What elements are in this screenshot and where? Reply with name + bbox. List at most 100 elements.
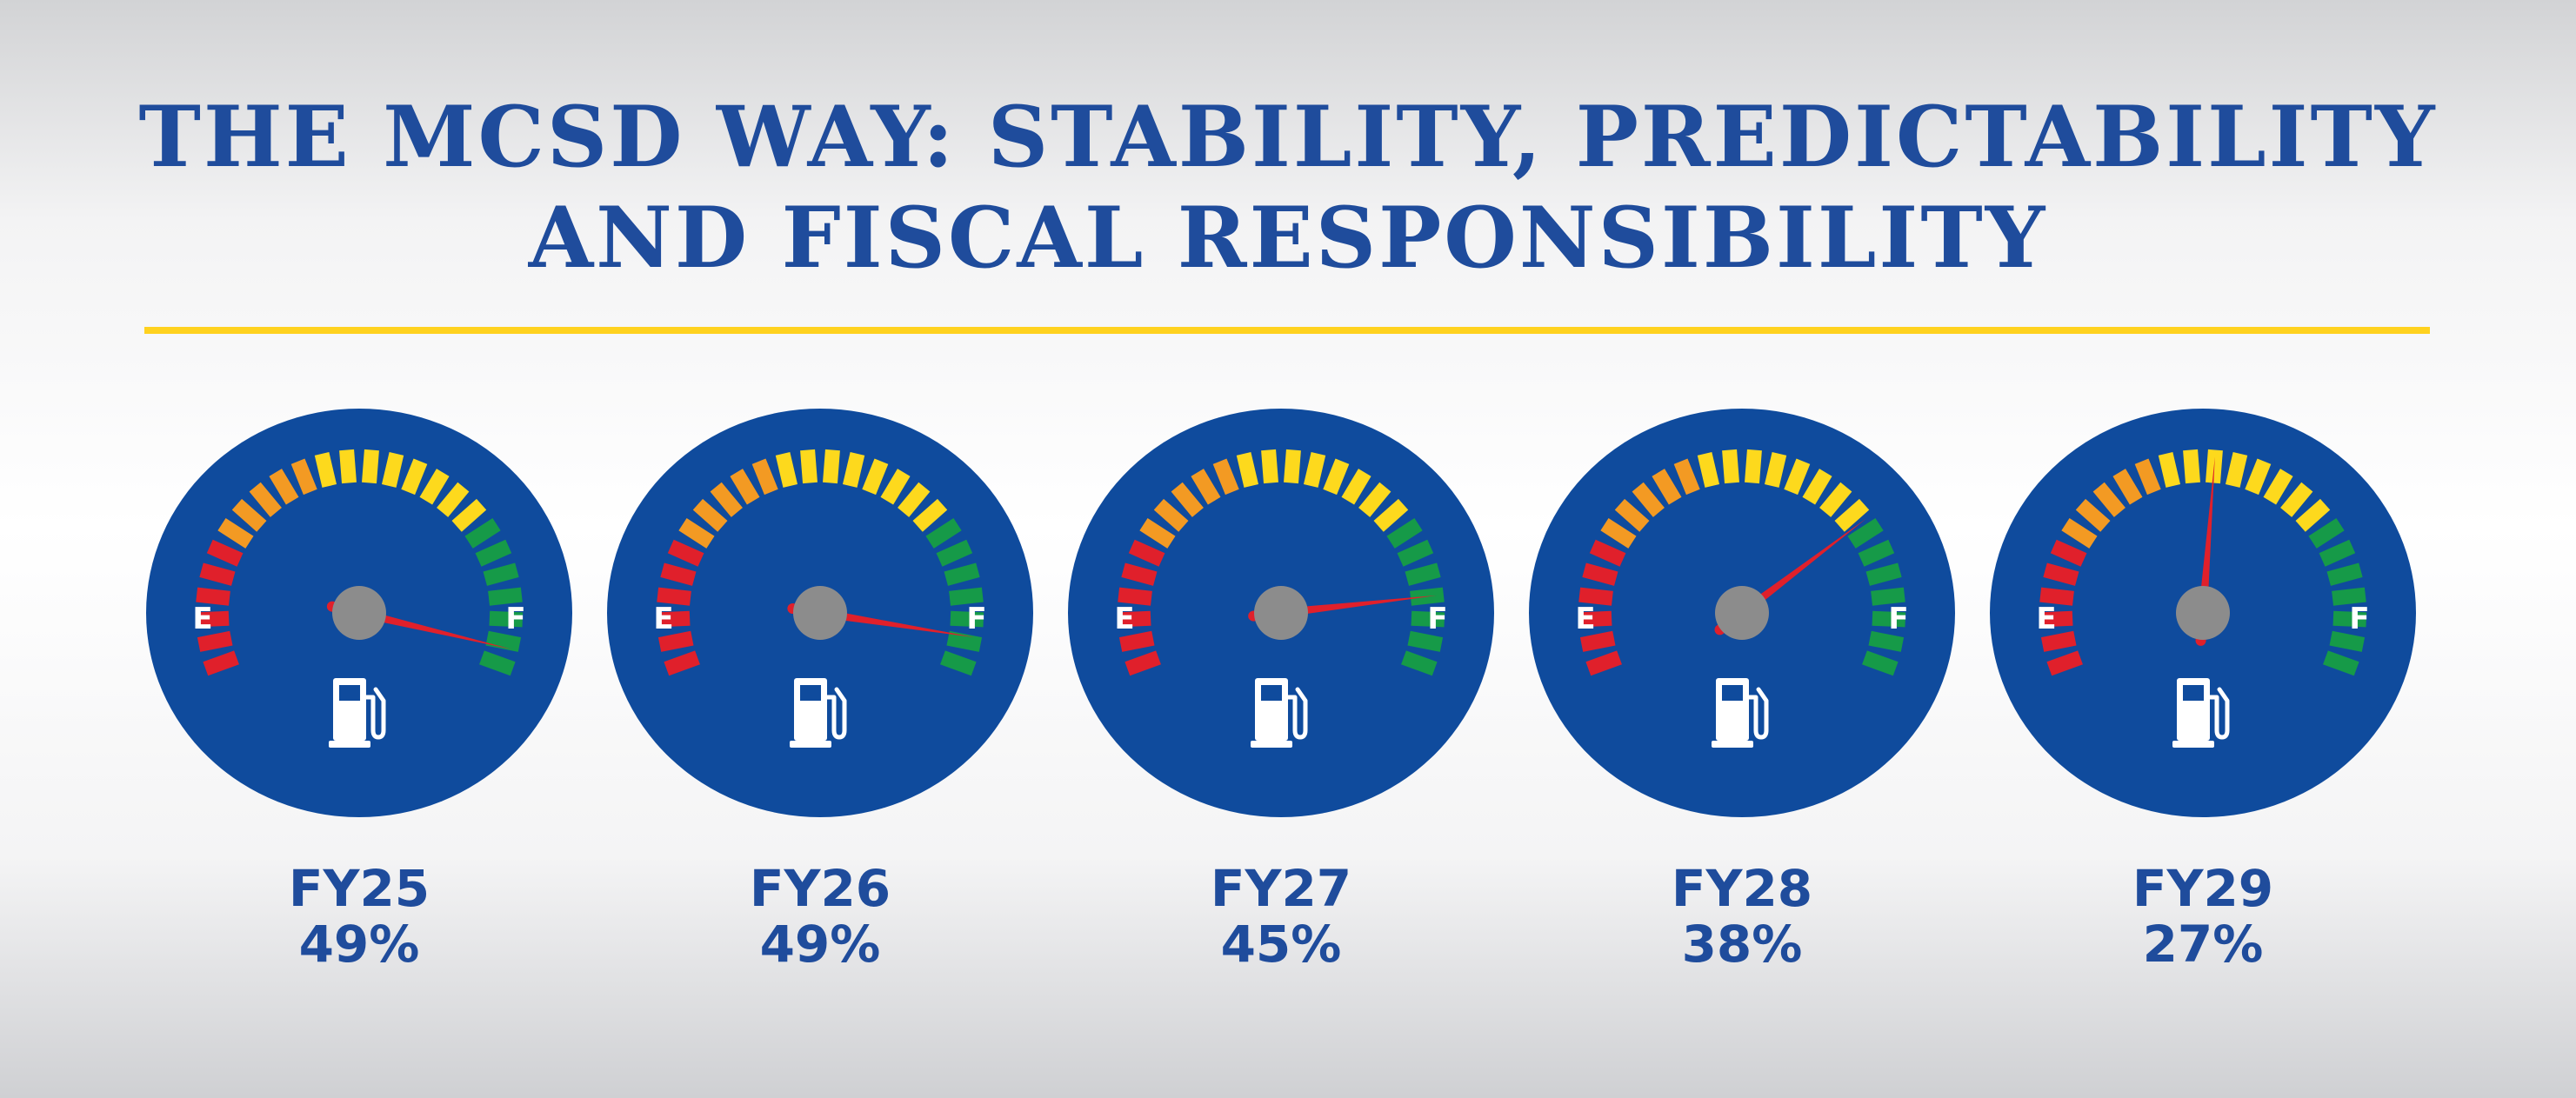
gauge-tick <box>1819 482 1852 517</box>
gauge-label-fy28: FY28 38% <box>1612 861 1872 972</box>
gauge-tick <box>1697 452 1720 488</box>
gauge-tick <box>1600 518 1637 549</box>
gauge-tick <box>231 498 267 532</box>
gauge-tick <box>912 498 948 532</box>
gauge-tick <box>1745 449 1762 484</box>
gauge-tick <box>842 452 865 488</box>
gauge-tick <box>1764 452 1787 488</box>
empty-label: E <box>192 602 212 636</box>
fuel-pump-icon <box>790 678 847 748</box>
gauge-tick <box>489 610 524 628</box>
gauge-tick <box>1858 539 1895 567</box>
gauge-tick <box>1862 650 1899 676</box>
gauge-tick <box>1834 498 1870 532</box>
full-label: F <box>505 602 525 636</box>
percentage: 49% <box>298 915 420 974</box>
empty-label: E <box>1114 602 1134 636</box>
gauge-tick <box>199 562 236 586</box>
fiscal-year: FY29 <box>2132 859 2274 918</box>
gauge-tick <box>1303 452 1326 488</box>
gauge-tick <box>2043 562 2079 586</box>
gauge-tick <box>437 482 470 517</box>
gauge-tick <box>800 449 818 484</box>
gauge-label-fy26: FY26 49% <box>690 861 951 972</box>
gauge-tick <box>656 610 691 628</box>
gauge-tick <box>1124 650 1161 676</box>
gauge-tick <box>269 469 299 505</box>
gauge-tick <box>940 650 977 676</box>
needle-hub <box>793 586 847 640</box>
gauge-tick <box>2329 630 2366 652</box>
gauge-tick <box>823 449 840 484</box>
gauge-tick <box>2075 498 2111 532</box>
gauge-tick <box>949 587 984 606</box>
gauge-tick <box>2332 587 2366 606</box>
gauge-tick <box>1871 587 1905 606</box>
gauge-tick <box>1236 452 1259 488</box>
gauge-tick <box>1191 469 1221 505</box>
gauge-tick <box>657 587 691 606</box>
gauge-tick <box>2323 650 2359 676</box>
gauge-label-fy25: FY25 49% <box>229 861 490 972</box>
gauge-label-fy29: FY29 27% <box>2072 861 2333 972</box>
gauge-tick <box>1579 630 1616 652</box>
gauge-tick <box>1589 539 1626 567</box>
gauge-tick <box>195 610 230 628</box>
title-line-2: AND FISCAL RESPONSIBILITY <box>528 189 2048 287</box>
page-title: THE MCSD WAY: STABILITY, PREDICTABILITY … <box>0 87 2576 289</box>
gauge-tick <box>2092 482 2126 517</box>
gauge-tick <box>730 469 760 505</box>
gauge-tick <box>1153 498 1189 532</box>
gauge-tick <box>2039 587 2074 606</box>
gauge-tick <box>944 562 980 586</box>
fuel-pump-icon <box>2172 678 2230 748</box>
gauge-tick <box>362 449 379 484</box>
gauge-tick <box>1341 469 1371 505</box>
gauge-tick <box>2225 452 2248 488</box>
empty-label: E <box>653 602 673 636</box>
gauge-tick <box>2050 539 2087 567</box>
needle-hub <box>2176 586 2230 640</box>
gauge-tick <box>419 469 450 505</box>
gauge-tick <box>1847 518 1884 549</box>
fiscal-year: FY27 <box>1210 859 1352 918</box>
needle-hub <box>332 586 386 640</box>
gauge-tick <box>2308 518 2345 549</box>
gauge-tick <box>1358 482 1391 517</box>
empty-label: E <box>2036 602 2056 636</box>
gauge-tick <box>925 518 962 549</box>
gauge-tick <box>775 452 798 488</box>
title-line-1: THE MCSD WAY: STABILITY, PREDICTABILITY <box>138 88 2438 186</box>
gauge-tick <box>1411 610 1445 628</box>
gauge-tick <box>1401 650 1438 676</box>
gauge-tick <box>1722 449 1739 484</box>
gauge-tick <box>217 518 254 549</box>
full-label: F <box>966 602 986 636</box>
gauge-tick <box>196 587 230 606</box>
gauge-tick <box>710 482 743 517</box>
fuel-pump-icon <box>1712 678 1769 748</box>
gauge-tick <box>1407 630 1444 652</box>
fiscal-year: FY25 <box>288 859 430 918</box>
gauge-tick <box>2040 630 2077 652</box>
gauge-tick <box>1614 498 1650 532</box>
gauge-tick <box>1128 539 1165 567</box>
gauge-tick <box>1632 482 1665 517</box>
gauge-tick <box>950 610 984 628</box>
gauge-tick <box>485 630 522 652</box>
fuel-pump-icon <box>1251 678 1308 748</box>
gauge-tick <box>1373 498 1409 532</box>
gauge-tick <box>1405 562 1441 586</box>
gauge-tick <box>2183 449 2200 484</box>
gauge-tick <box>401 458 428 496</box>
gauge-tick <box>1652 469 1682 505</box>
gauge-tick <box>1578 587 1613 606</box>
gauge-tick <box>339 449 357 484</box>
gauge-tick <box>290 458 317 496</box>
full-label: F <box>1427 602 1447 636</box>
percentage: 45% <box>1220 915 1342 974</box>
